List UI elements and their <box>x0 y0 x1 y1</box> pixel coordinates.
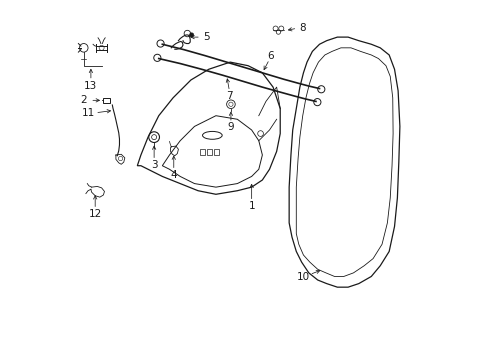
Text: 4: 4 <box>170 170 177 180</box>
Text: 8: 8 <box>299 23 305 33</box>
Text: 11: 11 <box>81 108 95 118</box>
Text: 7: 7 <box>226 91 232 101</box>
Text: 9: 9 <box>227 122 234 132</box>
Bar <box>206 149 212 155</box>
Bar <box>214 149 219 155</box>
Bar <box>200 149 204 155</box>
Circle shape <box>189 33 193 37</box>
Text: 6: 6 <box>267 51 274 61</box>
Text: 2: 2 <box>80 95 87 105</box>
Text: 12: 12 <box>88 209 102 219</box>
Text: 13: 13 <box>84 81 97 91</box>
Text: 5: 5 <box>203 32 209 42</box>
Text: 10: 10 <box>296 272 309 282</box>
Text: 3: 3 <box>150 160 157 170</box>
Bar <box>103 98 110 103</box>
Text: 1: 1 <box>248 201 254 211</box>
